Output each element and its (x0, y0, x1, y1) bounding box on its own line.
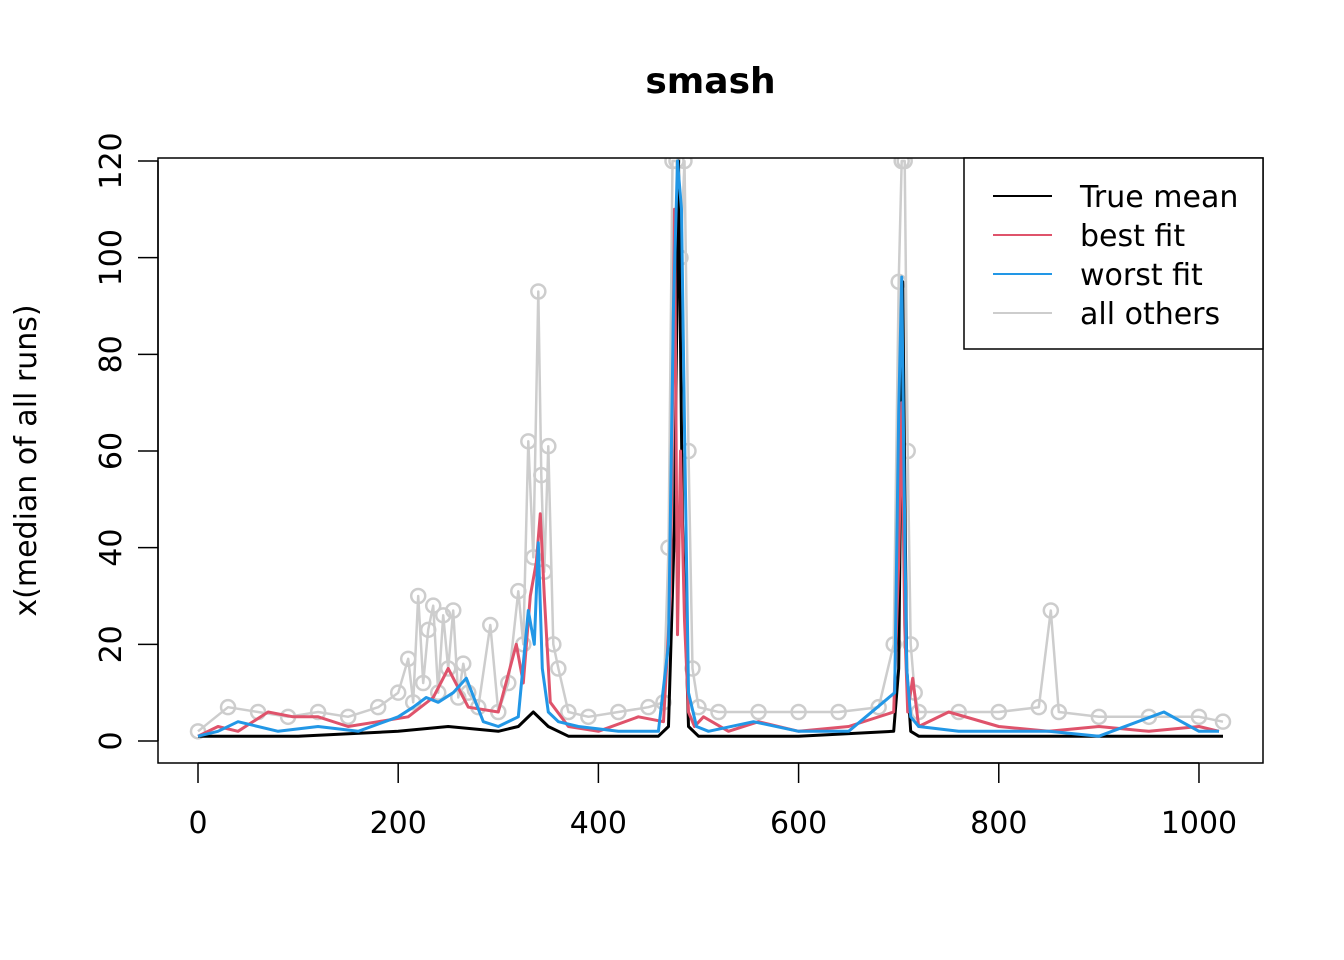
y-tick-label: 120 (94, 132, 129, 189)
data-point (990, 703, 1008, 721)
series-layer (189, 158, 1232, 740)
y-tick-label: 40 (94, 529, 129, 567)
data-point (533, 466, 550, 484)
data-point (525, 549, 542, 566)
x-tick-label: 400 (570, 806, 627, 841)
data-point (482, 616, 499, 634)
data-point (540, 437, 557, 455)
data-point (389, 684, 407, 701)
data-point (1042, 602, 1060, 619)
data-point (1190, 708, 1208, 726)
y-tick-label: 60 (94, 432, 129, 470)
data-point (750, 703, 767, 721)
data-point (520, 433, 537, 450)
data-point (710, 703, 727, 721)
x-tick-label: 0 (188, 806, 207, 841)
x-tick-label: 200 (370, 806, 427, 841)
chart-title: smash (645, 61, 775, 102)
data-point (890, 273, 907, 291)
data-point (369, 698, 387, 716)
legend-label: True mean (1079, 180, 1238, 215)
data-point (896, 158, 913, 170)
data-point (1214, 713, 1232, 730)
data-point (560, 703, 577, 721)
data-point (580, 708, 597, 726)
data-point (550, 660, 567, 677)
data-point (902, 636, 919, 653)
data-point (1140, 708, 1158, 726)
data-point (309, 703, 327, 721)
x-tick-label: 1000 (1161, 806, 1237, 841)
y-tick-label: 0 (94, 731, 129, 750)
x-tick-label: 600 (770, 806, 827, 841)
data-point (1030, 698, 1048, 716)
y-tick-label: 80 (94, 335, 129, 373)
data-point (830, 703, 847, 721)
data-point (434, 607, 452, 624)
series-line-all-others (197, 159, 1224, 733)
data-point (455, 655, 472, 672)
data-point (419, 621, 437, 639)
data-point (399, 650, 417, 668)
data-point (219, 698, 237, 716)
x-axis: 0 200 400 600 800 1000 (188, 762, 1237, 841)
data-point (444, 602, 462, 619)
y-tick-label: 100 (94, 229, 129, 286)
y-tick-label: 20 (94, 625, 129, 663)
legend: True mean best fit worst fit all others (963, 157, 1264, 350)
data-point (530, 283, 547, 300)
data-point (640, 698, 657, 716)
data-point (424, 597, 442, 614)
data-point (790, 703, 807, 721)
legend-label: all others (1080, 297, 1220, 332)
data-point (1090, 708, 1108, 726)
x-tick-label: 800 (970, 806, 1027, 841)
data-point (610, 703, 627, 721)
legend-label: worst fit (1080, 258, 1203, 293)
data-point (885, 636, 902, 653)
y-axis-label: x(median of all runs) (9, 304, 44, 616)
data-point (1050, 703, 1068, 721)
data-point (339, 708, 357, 726)
series-line-worst-fit (197, 159, 1219, 738)
data-point (439, 660, 457, 677)
data-point (510, 582, 527, 600)
data-point (409, 587, 427, 605)
data-point (414, 674, 432, 692)
data-point (870, 698, 887, 716)
legend-box (963, 157, 1264, 350)
y-axis: 0 20 40 60 80 100 120 (94, 132, 159, 751)
legend-label: best fit (1080, 219, 1185, 254)
